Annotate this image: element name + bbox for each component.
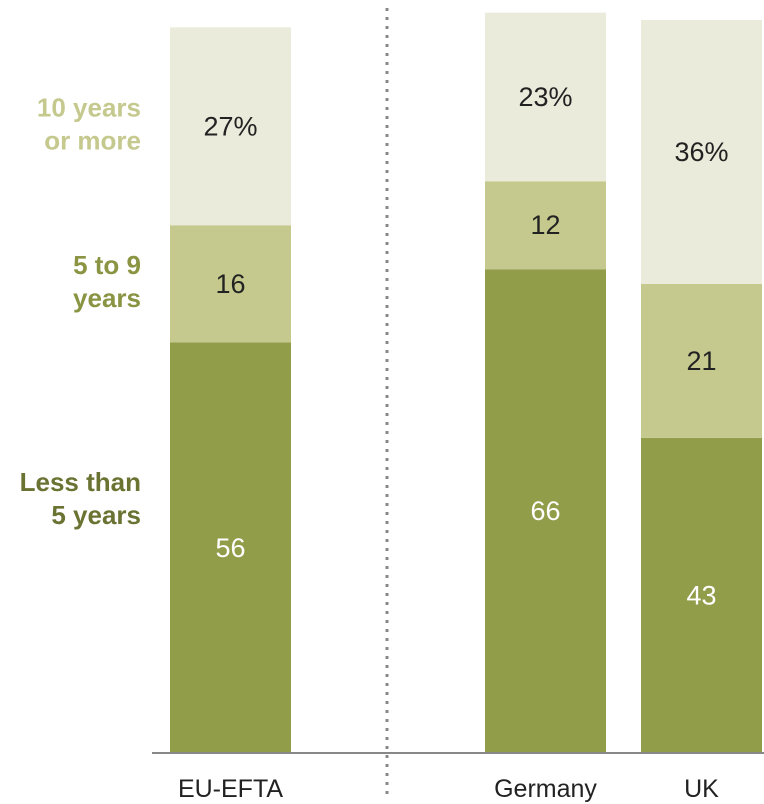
data-label-eu-efta-less-than-5-years: 56	[215, 533, 245, 563]
bar-eu-efta-10-years-or-more	[170, 27, 291, 226]
bar-uk-5-to-9-years	[641, 283, 762, 438]
category-label-eu-efta: EU-EFTA	[178, 775, 283, 803]
category-labels: EU-EFTA Germany UK	[178, 775, 719, 803]
legend: Less than 5 years 5 to 9 years 10 years or mo…	[20, 92, 141, 529]
data-label-eu-efta-5-to-9-years: 16	[215, 269, 245, 299]
bar-germany-5-to-9-years	[485, 181, 606, 270]
bar-eu-efta-less-than-5-years	[170, 342, 291, 753]
data-label-uk-less-than-5-years: 43	[686, 580, 716, 610]
data-label-uk-10-years-or-more: 36%	[674, 137, 728, 167]
data-label-uk-5-to-9-years: 21	[686, 346, 716, 376]
bar-germany-10-years-or-more	[485, 12, 606, 182]
bar-uk-less-than-5-years	[641, 437, 762, 753]
legend-label-10-years-or-more: 10 years or more	[37, 92, 141, 155]
data-label-germany-10-years-or-more: 23%	[518, 82, 572, 112]
category-label-uk: UK	[684, 775, 719, 803]
data-label-germany-less-than-5-years: 66	[530, 496, 560, 526]
bar-eu-efta-5-to-9-years	[170, 225, 291, 343]
data-label-eu-efta-10-years-or-more: 27%	[203, 111, 257, 141]
legend-label-5-to-9-years: 5 to 9 years	[73, 250, 141, 313]
bars-group: 56 16 27% 66 12 23% 43 21 36%	[170, 12, 762, 753]
category-label-germany: Germany	[494, 775, 597, 803]
bar-uk-10-years-or-more	[641, 20, 762, 284]
legend-label-less-than-5-years: Less than 5 years	[20, 467, 141, 530]
data-label-germany-5-to-9-years: 12	[530, 210, 560, 240]
bar-germany-less-than-5-years	[485, 269, 606, 753]
